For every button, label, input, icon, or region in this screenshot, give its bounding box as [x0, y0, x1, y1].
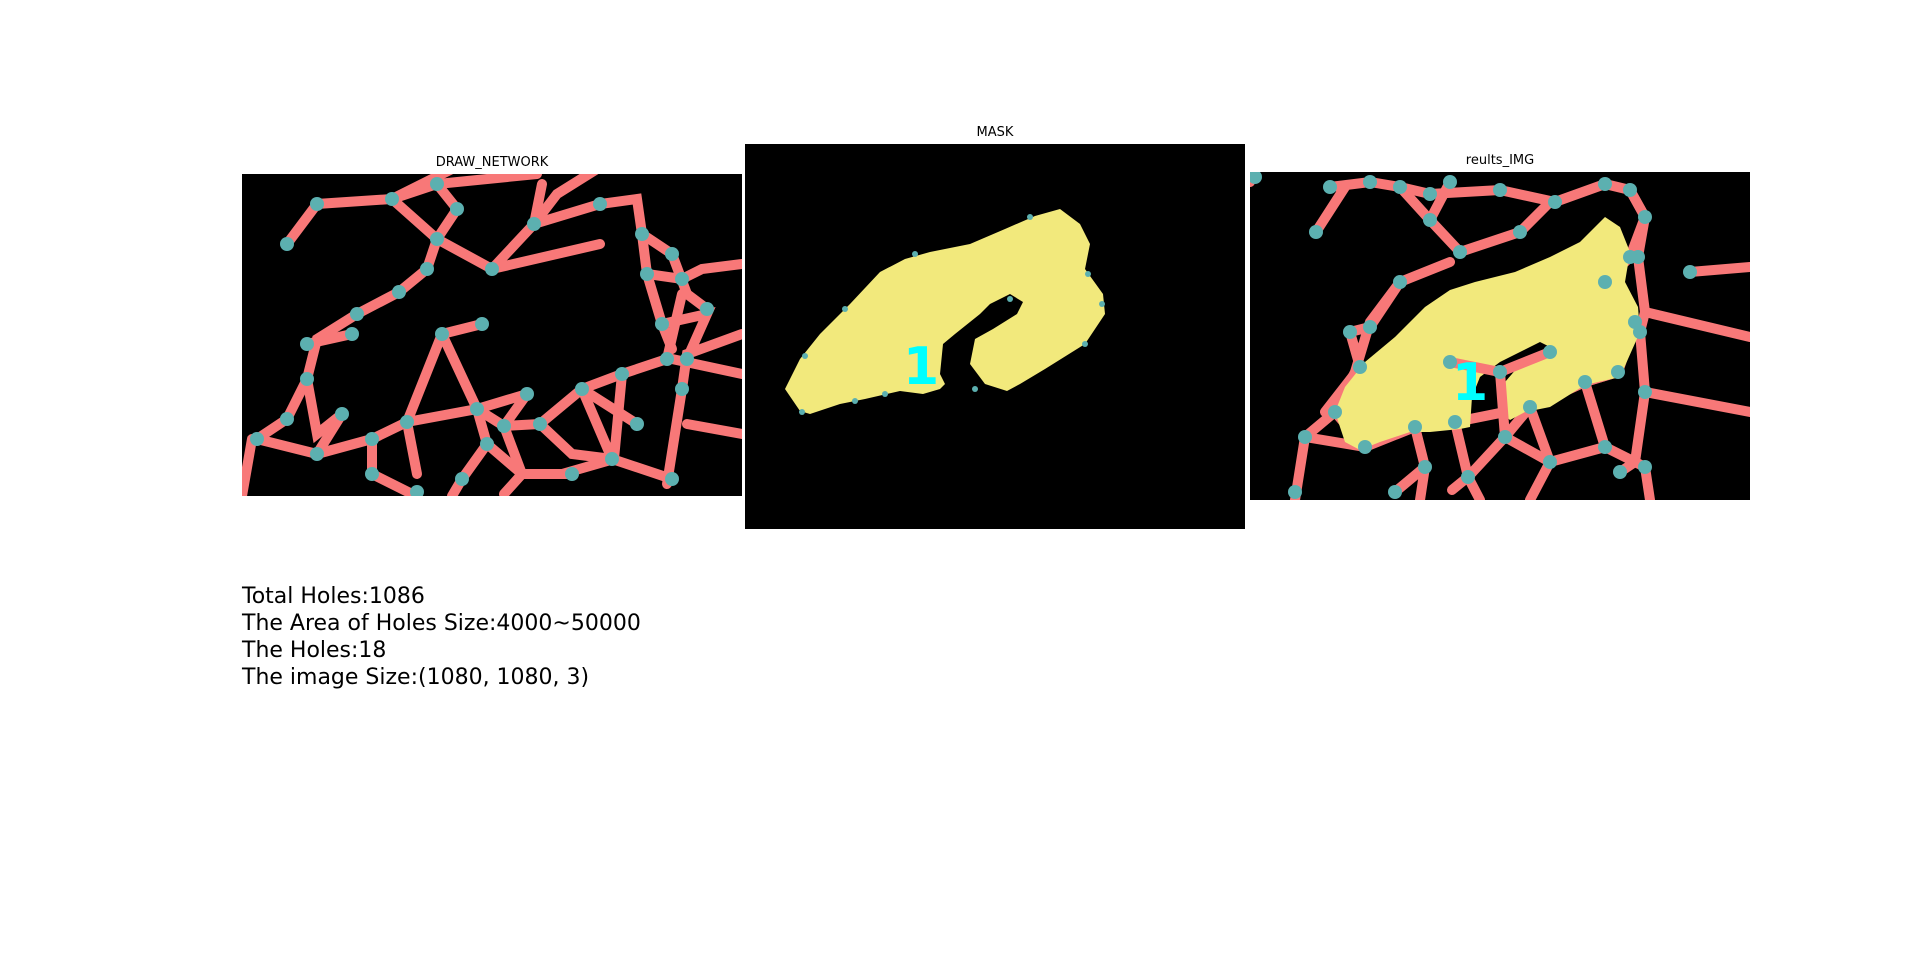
draw-network-image: [242, 174, 742, 496]
results-hole-number-label: 1: [1452, 353, 1488, 413]
mask-image: 1: [745, 144, 1245, 529]
results-nodes: [1250, 172, 1697, 499]
panel-title-mask: MASK: [976, 125, 1014, 140]
info-block: Total Holes:1086 The Area of Holes Size:…: [242, 583, 641, 691]
hole-shape: [785, 209, 1105, 414]
image-size-text: The image Size:(1080, 1080, 3): [242, 665, 590, 690]
results-hole-shape: [1335, 217, 1640, 450]
hole-number-label: 1: [903, 337, 939, 397]
holes-count-text: The Holes:18: [242, 638, 387, 663]
mask-graph: 1: [785, 209, 1105, 415]
panel-title-results-img: reults_IMG: [1465, 153, 1535, 168]
panel-title-draw-network: DRAW_NETWORK: [435, 155, 549, 170]
hole-border-dots: [799, 214, 1105, 415]
total-holes-text: Total Holes:1086: [242, 584, 425, 609]
network-nodes: [250, 177, 714, 496]
results-image: 1: [1250, 172, 1750, 500]
area-range-text: The Area of Holes Size:4000~50000: [242, 611, 641, 636]
network-graph: [242, 174, 742, 496]
results-graph: 1: [1250, 172, 1750, 500]
